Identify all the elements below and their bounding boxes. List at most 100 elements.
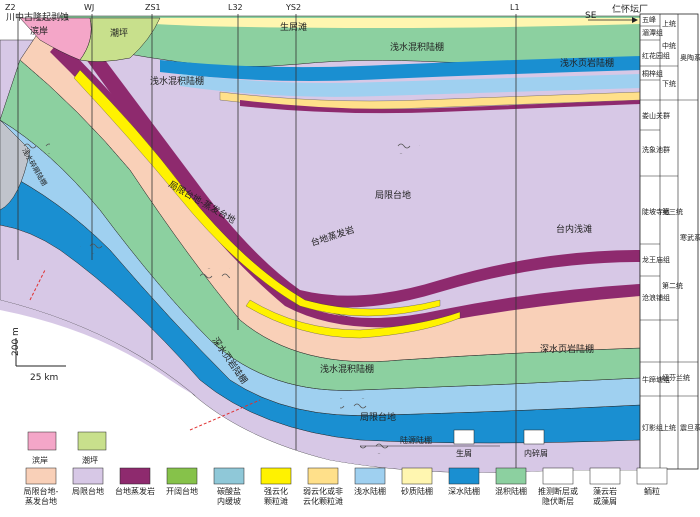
legend-swatch-12: [589, 467, 621, 485]
scale-vertical: 200 m: [11, 327, 21, 356]
strat-column: 五峰 湄潭组 红花园组 桐梓组 娄山关群 洗象池群 陡坡寺组 龙王庙组 沧浪铺组…: [639, 13, 700, 470]
fault-line-left: [29, 269, 46, 301]
direction-place: 仁怀坛厂: [612, 3, 648, 15]
legend-swatch-11: [542, 467, 574, 485]
legend-swatch-shore: [27, 431, 57, 451]
legend-swatch-13: [636, 467, 668, 485]
legend-label-0-0: 局限台地-: [24, 486, 59, 496]
group-doupo: 陡坡寺组: [642, 207, 670, 216]
system-sinian: 震旦系: [680, 423, 700, 432]
well-zs1: ZS1: [145, 3, 161, 12]
legend-label-5-0: 强云化: [264, 486, 288, 496]
pattern-algal-4: [340, 398, 370, 412]
group-canglangpu: 沧浪铺组: [642, 293, 670, 302]
series-middle: 中统: [662, 41, 676, 50]
legend-label-12-0: 藻云岩: [593, 486, 617, 496]
facies-tidal: 潮坪: [110, 27, 128, 39]
series-second: 第二统: [662, 281, 683, 290]
pattern-algal-6: [20, 140, 50, 154]
series-upper-1: 上统: [662, 19, 676, 28]
group-xixiangchi: 洗象池群: [642, 145, 670, 154]
series-lower: 下统: [662, 79, 676, 88]
layer-top-yellow: [120, 18, 640, 28]
system-ordovician: 奥陶系: [680, 53, 700, 62]
legend-group-title: 陆源陆棚: [400, 435, 432, 445]
well-ys2: YS2: [285, 3, 301, 12]
legend-swatch-7: [354, 467, 386, 485]
facies-intraplatform-shoal: 台内浅滩: [556, 223, 592, 235]
legend-swatch-6: [307, 467, 339, 485]
legend-swatch-intraclast: [523, 429, 545, 445]
legend-label-6-1: 云化颗粒滩: [303, 496, 343, 506]
group-wufeng: 五峰: [642, 15, 656, 24]
scale-bar: 200 m 25 km: [11, 327, 66, 383]
legend-label-11-0: 推测断层或: [538, 486, 578, 496]
facies-shallow-shale-top: 浅水页岩陆棚: [560, 57, 614, 69]
layer-shoal-yellow-1: [73, 69, 441, 317]
group-tongzi: 桐梓组: [642, 69, 663, 78]
legend-label-11-1: 隐伏断层: [542, 496, 574, 506]
facies-shallow-mixed-left: 浅水混积陆棚: [150, 75, 204, 87]
legend-swatch-8: [401, 467, 433, 485]
series-upper-2: 上统: [662, 423, 676, 432]
legend-swatch-5: [260, 467, 292, 485]
legend-swatch-0: [25, 467, 57, 485]
group-niutitang: 牛蹄塘组: [642, 375, 670, 384]
legend-label-13-0: 鲕粒: [644, 486, 660, 496]
group-loushanguan: 娄山关群: [642, 111, 670, 120]
well-labels: Z2 WJ ZS1 L32 YS2 L1: [5, 3, 520, 12]
legend-label-6-0: 弱云化或非: [303, 486, 343, 496]
facies-shore: 滨岸: [30, 25, 48, 37]
legend-swatch-3: [166, 467, 198, 485]
legend-label-5-1: 颗粒滩: [264, 496, 288, 506]
group-dengying: 灯影组: [642, 423, 663, 432]
legend-label-intraclast: 内碎屑: [524, 448, 548, 458]
facies-restricted-platform: 局限台地: [375, 189, 411, 201]
legend-label-12-1: 或藻屑: [593, 496, 617, 506]
legend-label-2-0: 台地蒸发岩: [115, 486, 155, 496]
pattern-algal-3: [80, 240, 110, 254]
facies-bioclastic-shoal: 生屑滩: [280, 21, 307, 33]
layer-top-lightblue: [180, 74, 640, 97]
facies-restricted-bottom: 局限台地: [360, 411, 396, 423]
well-wj: WJ: [84, 3, 94, 12]
layer-shoal-yellow-2: [245, 299, 461, 339]
legend-label-10-0: 混积陆棚: [495, 486, 527, 496]
group-meitan: 湄潭组: [642, 28, 663, 37]
system-cambrian: 寒武系: [680, 233, 700, 242]
facies-deep-shale-right: 深水页岩陆棚: [540, 343, 594, 355]
legend-label-8-0: 砂质陆棚: [401, 486, 433, 496]
well-z2: Z2: [5, 3, 16, 12]
series-third: 第三统: [662, 207, 683, 216]
legend-label-7-0: 浅水陆棚: [354, 486, 386, 496]
group-honghuayuan: 红花园组: [642, 51, 670, 60]
legend-label-0-1: 蒸发台地: [25, 496, 57, 506]
legend-label-1-0: 局限台地: [72, 486, 104, 496]
legend-swatch-1: [72, 467, 104, 485]
group-longwangmiao: 龙王庙组: [642, 255, 670, 264]
legend-label-9-0: 深水陆棚: [448, 486, 480, 496]
scale-horizontal: 25 km: [30, 373, 58, 383]
legend: 滨岸 潮坪 陆源陆棚 生屑 内碎屑 局限台地-蒸发台地 局限台地 台地蒸发岩 开阔台地…: [24, 429, 668, 506]
facies-shallow-mixed-bottom: 浅水混积陆棚: [320, 363, 374, 375]
pattern-algal-1: [390, 140, 420, 154]
layer-top-purple: [240, 100, 640, 114]
legend-label-4-0: 碳酸盐: [217, 486, 241, 496]
layer-tidal-flat: [79, 17, 161, 62]
legend-label-tidal: 潮坪: [82, 455, 98, 465]
pattern-algal-2: [200, 268, 230, 282]
legend-label-3-0: 开阔台地: [166, 486, 198, 496]
layer-top-blue: [160, 56, 640, 81]
direction-se: SE: [585, 11, 597, 21]
legend-label-4-1: 内缓坡: [217, 496, 241, 506]
legend-label-bioclast: 生屑: [456, 448, 472, 458]
pattern-algal-5: [360, 440, 390, 454]
well-lines: [17, 14, 517, 470]
fault-line-mid: [189, 399, 261, 431]
legend-swatch-9: [448, 467, 480, 485]
legend-swatch-bioclast: [453, 429, 475, 445]
well-l1: L1: [510, 3, 520, 12]
legend-swatch-tidal: [77, 431, 107, 451]
